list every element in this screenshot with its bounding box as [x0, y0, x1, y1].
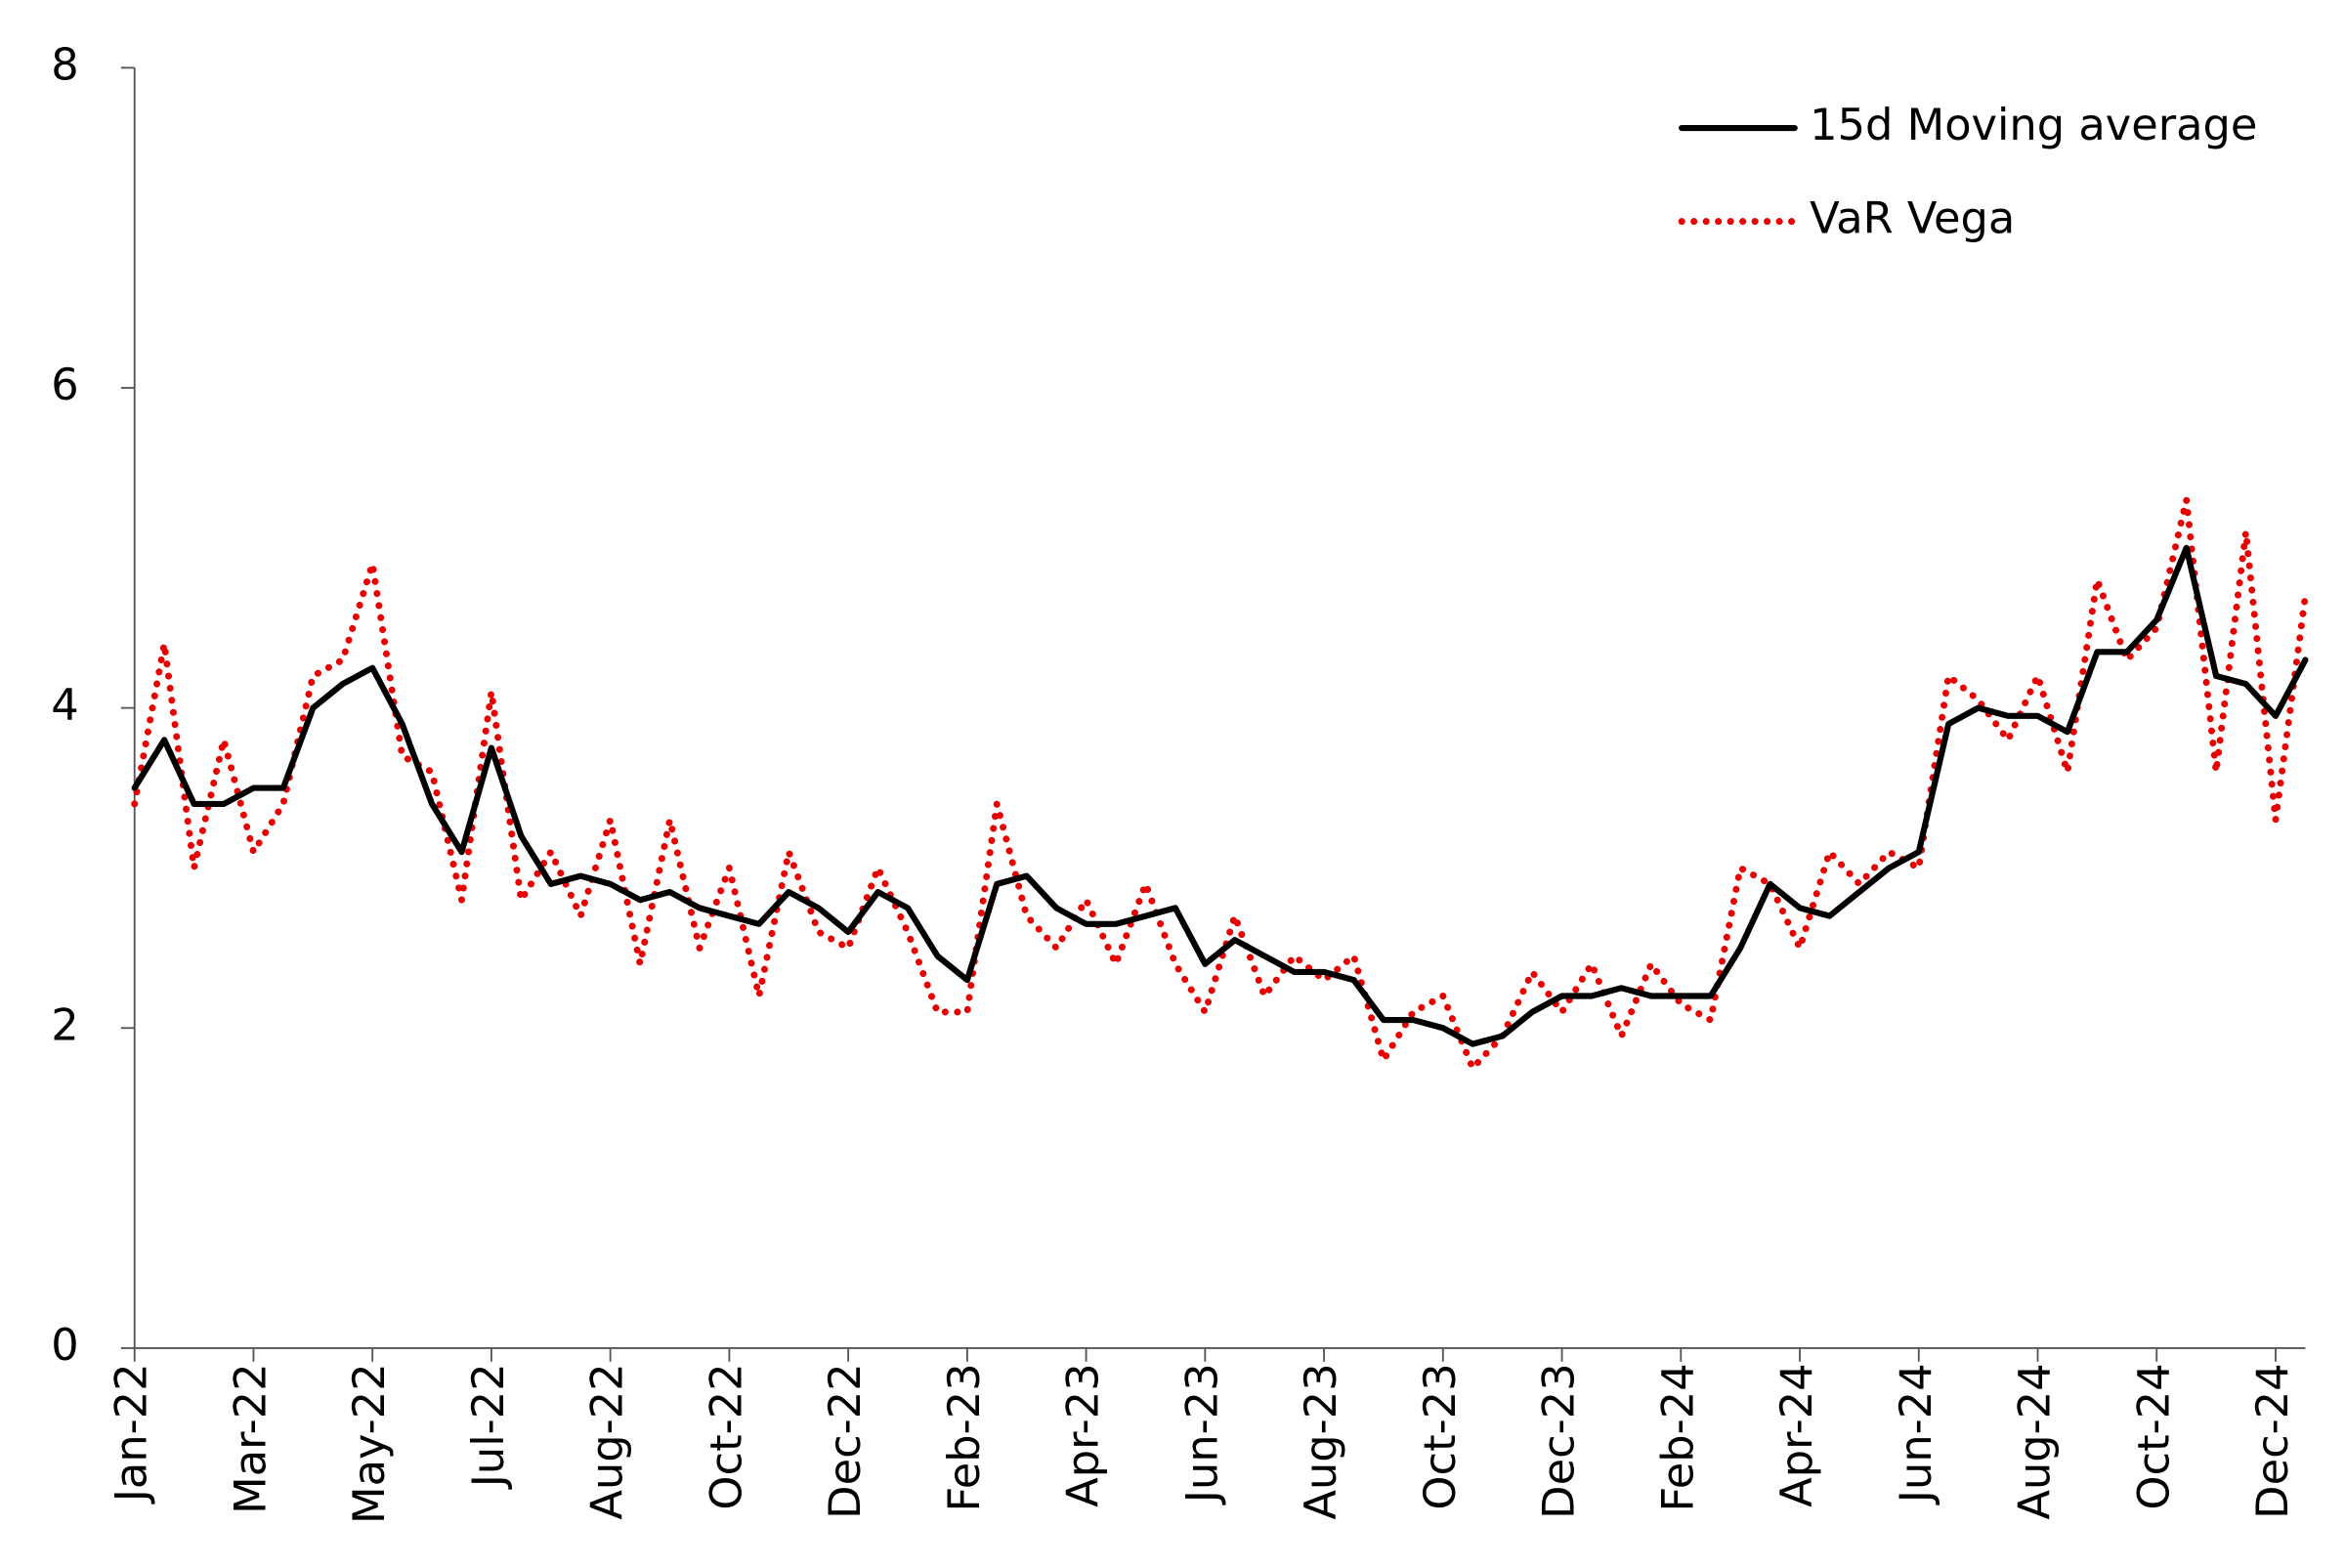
x-tick-label: Jun-24: [1890, 1363, 1941, 1505]
x-tick-label: Apr-23: [1057, 1363, 1109, 1507]
x-tick-label: Aug-22: [581, 1363, 633, 1519]
x-tick-label: Dec-24: [2246, 1363, 2298, 1519]
x-tick-label: Jan-22: [106, 1363, 157, 1504]
series-line: [131, 544, 2309, 1047]
x-tick-label: Oct-23: [1414, 1363, 1466, 1509]
x-tick-label: Aug-24: [2009, 1363, 2061, 1519]
y-tick-label: 8: [51, 38, 78, 90]
x-tick-label: Dec-23: [1533, 1363, 1585, 1519]
x-tick-label: Oct-22: [700, 1363, 751, 1509]
series-line: [131, 496, 2309, 1072]
y-tick-label: 4: [51, 679, 78, 731]
x-tick-label: Dec-22: [819, 1363, 871, 1519]
y-tick-label: 2: [51, 998, 78, 1050]
y-tick-label: 0: [51, 1319, 78, 1371]
x-tick-label: Jul-22: [462, 1363, 514, 1490]
x-tick-label: Aug-23: [1295, 1363, 1346, 1519]
x-tick-label: Jun-23: [1175, 1363, 1227, 1505]
y-tick-label: 6: [51, 359, 78, 410]
x-tick-label: May-22: [343, 1363, 395, 1524]
x-tick-label: Feb-24: [1651, 1363, 1703, 1511]
legend-label: VaR Vega: [1810, 192, 2015, 244]
x-tick-label: Mar-22: [224, 1363, 276, 1514]
x-tick-label: Feb-23: [938, 1363, 990, 1511]
legend-label: 15d Moving average: [1810, 99, 2257, 150]
x-tick-label: Oct-24: [2127, 1363, 2179, 1509]
x-tick-label: Apr-24: [1770, 1363, 1822, 1507]
